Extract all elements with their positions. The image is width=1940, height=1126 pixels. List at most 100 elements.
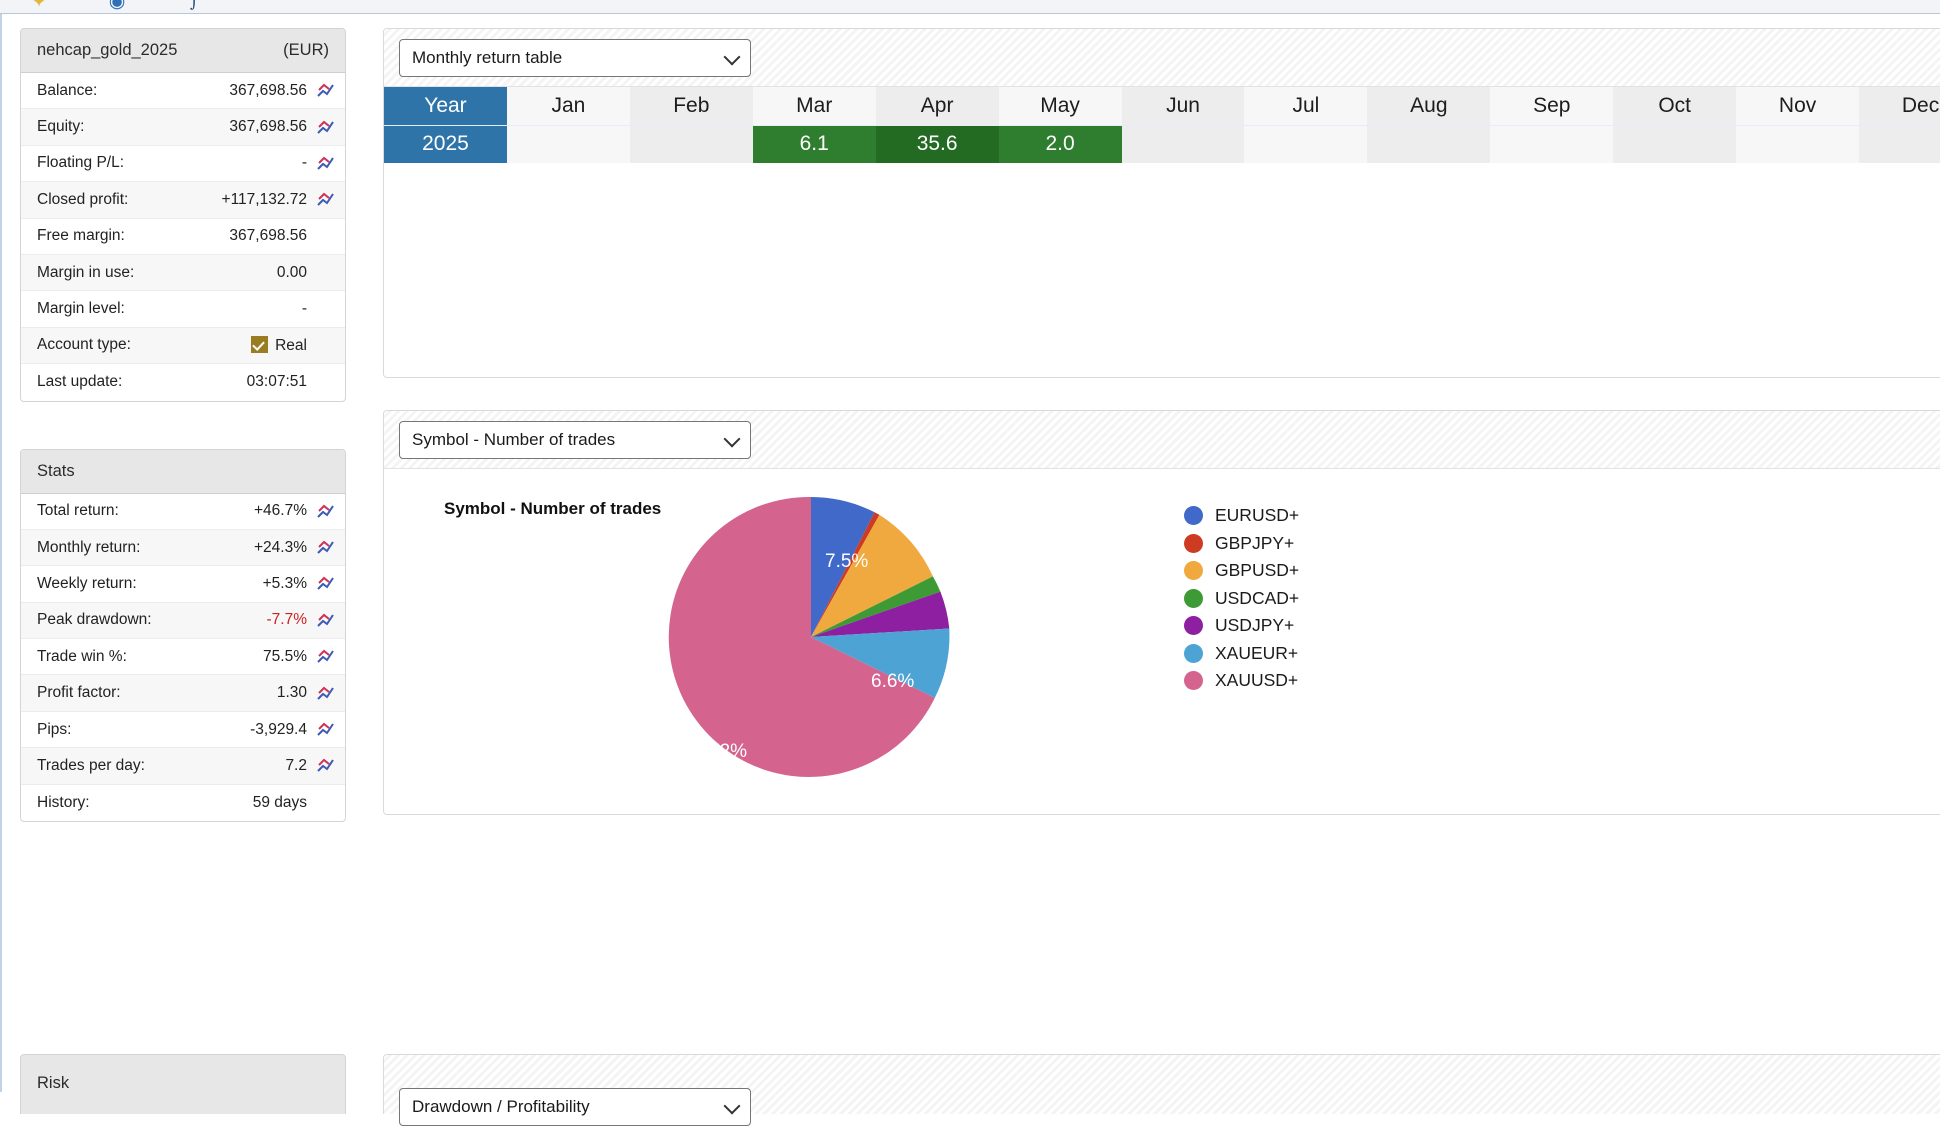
pie-chart-title: Symbol - Number of trades (444, 499, 662, 518)
col-header-jun: Jun (1121, 87, 1245, 125)
table-row: Weekly return: +5.3% (21, 566, 345, 603)
row-label: Total return: (37, 502, 119, 520)
pie-legend: EURUSD+ GBPJPY+ GBPUSD+ USDCAD+ (1184, 505, 1299, 691)
monthly-return-card: Monthly return table Year Jan Feb Mar Ap… (383, 28, 1940, 378)
account-type-text: Real (275, 336, 307, 354)
table-row: Closed profit: +117,132.72 (21, 182, 345, 219)
row-label: Margin level: (37, 300, 125, 318)
stats-rows: Total return: +46.7% Monthly return: +24… (21, 494, 345, 822)
line-chart-icon[interactable] (313, 721, 337, 738)
key-icon[interactable]: ✦ (31, 0, 47, 11)
monthly-report-select[interactable]: Monthly return table (399, 38, 751, 77)
row-label: Equity: (37, 118, 85, 136)
row-label: Trades per day: (37, 756, 145, 774)
account-panel: nehcap_gold_2025 (EUR) Balance: 367,698.… (20, 28, 346, 402)
line-chart-icon[interactable] (313, 539, 337, 556)
row-label: Floating P/L: (37, 154, 125, 172)
table-row: Trade win %: 75.5% (21, 639, 345, 676)
chevron-down-icon (723, 430, 741, 447)
risk-panel: Risk (20, 1054, 346, 1114)
legend-label: XAUUSD+ (1215, 670, 1299, 690)
cell-nov (1736, 124, 1860, 163)
table-row: Monthly return: +24.3% (21, 529, 345, 567)
table-row: Margin in use: 0.00 (21, 254, 345, 292)
row-value: -3,929.4 (250, 720, 307, 738)
stats-panel-header: Stats (21, 449, 345, 494)
risk-panel-title: Risk (37, 1074, 70, 1092)
drawdown-report-select[interactable]: Drawdown / Profitability (399, 1088, 751, 1126)
cell-oct (1613, 124, 1737, 163)
col-header-feb: Feb (629, 87, 753, 125)
svg-text:72%: 72% (709, 741, 747, 762)
cell-feb (629, 124, 753, 163)
line-chart-icon[interactable] (313, 648, 337, 665)
legend-label: XAUEUR+ (1215, 642, 1299, 663)
left-sidebar: nehcap_gold_2025 (EUR) Balance: 367,698.… (20, 28, 346, 869)
line-chart-icon[interactable] (313, 757, 337, 774)
chevron-down-icon (723, 48, 741, 65)
symbol-report-select[interactable]: Symbol - Number of trades (399, 420, 751, 459)
table-row: Profit factor: 1.30 (21, 675, 345, 712)
col-header-nov: Nov (1736, 87, 1860, 125)
svg-text:7.5%: 7.5% (825, 551, 868, 572)
list-item[interactable]: EURUSD+ (1184, 505, 1299, 526)
cell-apr: 35.6 (875, 124, 999, 163)
globe-icon[interactable]: ◉ (108, 0, 126, 12)
main-content: Monthly return table Year Jan Feb Mar Ap… (383, 28, 1940, 847)
row-label: Trade win %: (37, 647, 127, 665)
line-chart-icon[interactable] (313, 155, 337, 172)
monthly-card-toolbar: Monthly return table (384, 29, 1940, 87)
cell-sep (1490, 124, 1614, 163)
list-item[interactable]: GBPJPY+ (1184, 533, 1299, 554)
line-chart-icon[interactable] (313, 191, 337, 208)
legend-color-swatch-icon (1184, 506, 1203, 525)
cell-aug (1367, 124, 1491, 163)
table-row: History: 59 days (21, 785, 345, 821)
col-header-sep: Sep (1490, 87, 1614, 125)
expand-icon[interactable]: ⌡ (189, 0, 201, 10)
legend-color-swatch-icon (1184, 616, 1203, 635)
account-name: nehcap_gold_2025 (37, 41, 178, 59)
line-chart-icon[interactable] (313, 685, 337, 702)
legend-color-swatch-icon (1184, 588, 1203, 608)
row-value: +24.3% (253, 538, 307, 556)
list-item[interactable]: XAUUSD+ (1184, 670, 1299, 691)
col-header-aug: Aug (1367, 87, 1491, 125)
list-item[interactable]: USDCAD+ (1184, 588, 1299, 609)
row-value: -7.7% (266, 611, 308, 629)
cell-year: 2025 (384, 124, 507, 163)
row-value: 367,698.56 (229, 118, 307, 136)
list-item[interactable]: XAUEUR+ (1184, 643, 1299, 664)
pie-card-toolbar: Symbol - Number of trades (384, 411, 1940, 469)
chevron-down-icon (723, 1097, 741, 1115)
pie-chart-graphic: 7.5% 6.6% 72% (661, 469, 961, 804)
row-value: +117,132.72 (221, 190, 307, 208)
row-label: Closed profit: (37, 190, 129, 208)
table-row: 2025 6.1 35.6 2.0 (384, 124, 1940, 163)
account-rows: Balance: 367,698.56 Equity: 367,698.56 F… (21, 73, 345, 401)
legend-label: GBPUSD+ (1215, 560, 1300, 580)
drawdown-report-select-value: Drawdown / Profitability (412, 1097, 590, 1116)
list-item[interactable]: GBPUSD+ (1184, 560, 1299, 581)
row-label: Profit factor: (37, 684, 121, 702)
table-row: Last update: 03:07:51 (21, 364, 345, 400)
col-header-year: Year (384, 87, 507, 125)
legend-label: GBPJPY+ (1215, 532, 1295, 553)
monthly-return-table: Year Jan Feb Mar Apr May Jun Jul Aug Sep… (384, 87, 1940, 163)
line-chart-icon[interactable] (313, 82, 337, 99)
list-item[interactable]: USDJPY+ (1184, 615, 1299, 636)
legend-color-swatch-icon (1184, 643, 1203, 663)
row-value: 75.5% (263, 647, 307, 665)
legend-color-swatch-icon (1184, 561, 1203, 580)
row-label: Peak drawdown: (37, 611, 152, 629)
line-chart-icon[interactable] (313, 119, 337, 136)
cell-mar: 6.1 (752, 124, 876, 163)
line-chart-icon[interactable] (313, 503, 337, 520)
row-value: 367,698.56 (229, 227, 307, 245)
row-value: +5.3% (262, 574, 307, 592)
line-chart-icon[interactable] (313, 575, 337, 592)
line-chart-icon[interactable] (313, 612, 337, 629)
row-value: - (301, 300, 307, 318)
col-header-oct: Oct (1613, 87, 1737, 125)
table-row: Peak drawdown: -7.7% (21, 602, 345, 640)
